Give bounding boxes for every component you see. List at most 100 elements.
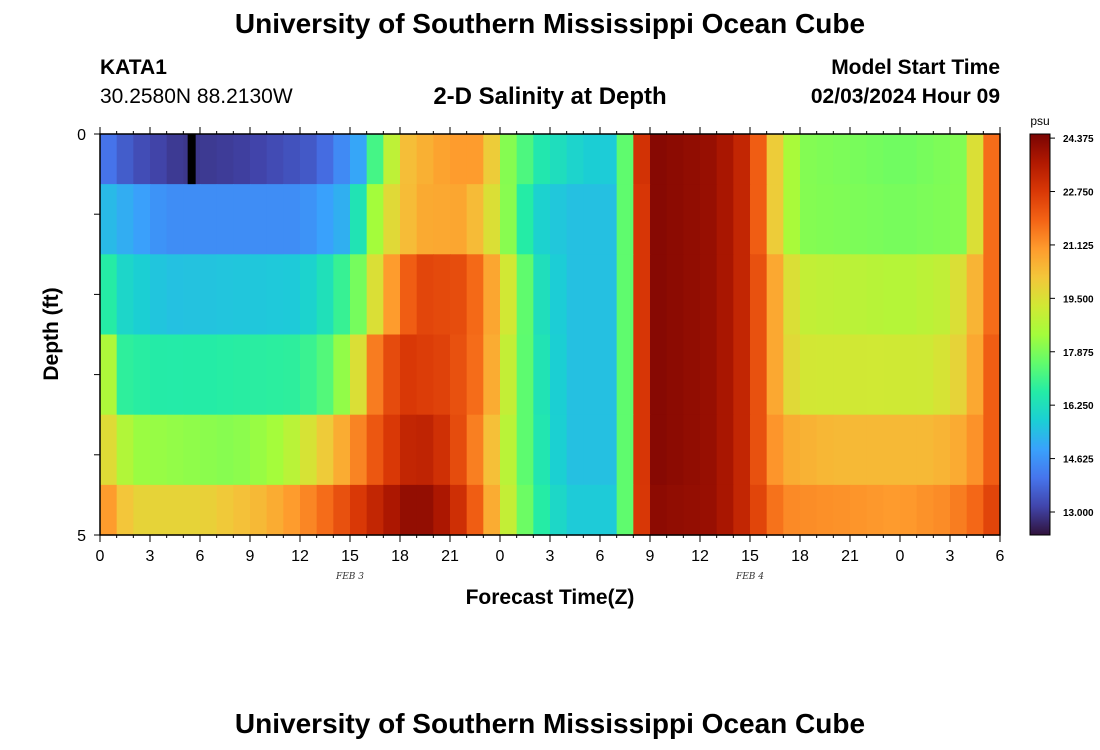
heatmap-cell <box>866 254 884 336</box>
heatmap-cell <box>250 334 268 416</box>
heatmap-cell <box>966 134 984 185</box>
heatmap-cell <box>916 414 934 486</box>
heatmap-cell <box>916 134 934 185</box>
heatmap-cell <box>533 254 551 336</box>
heatmap-cell <box>133 134 151 185</box>
heatmap-cell <box>200 334 218 416</box>
heatmap-cell <box>966 484 984 536</box>
heatmap-cell <box>850 134 868 185</box>
heatmap-cell <box>933 254 951 336</box>
heatmap-cell <box>300 184 318 255</box>
heatmap-cell <box>216 334 234 416</box>
heatmap-cell <box>983 254 1001 336</box>
heatmap-cell <box>400 334 418 416</box>
heatmap-cell <box>383 484 401 536</box>
x-tick-label: 0 <box>96 548 105 565</box>
heatmap-cell <box>716 484 734 536</box>
heatmap-cell <box>150 184 168 255</box>
heatmap-cell <box>366 254 384 336</box>
heatmap-cell <box>350 334 368 416</box>
heatmap-cell <box>650 184 668 255</box>
heatmap-cell <box>750 334 768 416</box>
heatmap-cells <box>100 134 1001 536</box>
colorbar: psu 24.375 22.750 21.125 19.500 17.875 16.250… <box>1029 114 1094 536</box>
heatmap-cell <box>616 184 634 255</box>
heatmap-cell <box>516 134 534 185</box>
heatmap-cell <box>850 334 868 416</box>
heatmap-cell <box>416 134 434 185</box>
x-tick-label: 6 <box>996 548 1005 565</box>
heatmap-cell <box>416 484 434 536</box>
heatmap-cell <box>633 184 651 255</box>
heatmap-cell <box>116 414 134 486</box>
x-tick-label: 15 <box>341 548 359 565</box>
heatmap-cell <box>900 134 918 185</box>
heatmap-cell <box>383 254 401 336</box>
heatmap-cell <box>116 334 134 416</box>
heatmap-cell <box>583 334 601 416</box>
heatmap-cell <box>100 414 118 486</box>
heatmap-cell <box>766 414 784 486</box>
heatmap-cell <box>616 254 634 336</box>
y-tick-label: 5 <box>77 528 86 545</box>
y-axis-label: Depth (ft) <box>40 287 63 380</box>
heatmap-cell <box>316 414 334 486</box>
heatmap-cell <box>100 484 118 536</box>
heatmap-cell <box>816 254 834 336</box>
heatmap-cell <box>233 334 251 416</box>
heatmap-cell <box>316 184 334 255</box>
heatmap-cell <box>200 254 218 336</box>
heatmap-cell <box>600 414 618 486</box>
heatmap-cell <box>583 484 601 536</box>
station-coordinates: 30.2580N 88.2130W <box>100 85 293 108</box>
heatmap-cell <box>450 484 468 536</box>
heatmap-cell <box>133 484 151 536</box>
heatmap-cell <box>650 414 668 486</box>
heatmap-cell <box>733 414 751 486</box>
heatmap-cell <box>700 484 718 536</box>
heatmap-cell <box>316 334 334 416</box>
heatmap-cell <box>850 414 868 486</box>
heatmap-cell <box>450 414 468 486</box>
heatmap-cell <box>216 254 234 336</box>
x-tick-label: 12 <box>691 548 709 565</box>
heatmap-cell <box>500 254 518 336</box>
x-date-label: FEB 4 <box>735 572 764 582</box>
heatmap-cell <box>383 134 401 185</box>
heatmap-cell <box>533 134 551 185</box>
heatmap-cell <box>566 134 584 185</box>
heatmap-cell <box>233 134 251 185</box>
heatmap-cell <box>783 134 801 185</box>
heatmap-cell <box>300 484 318 536</box>
heatmap-cell <box>400 184 418 255</box>
heatmap-cell <box>133 184 151 255</box>
heatmap-cell <box>600 254 618 336</box>
heatmap-cell <box>566 484 584 536</box>
heatmap-cell <box>400 254 418 336</box>
heatmap-cell <box>483 254 501 336</box>
heatmap-cell <box>433 414 451 486</box>
heatmap-cell <box>766 184 784 255</box>
heatmap-cell <box>550 334 568 416</box>
heatmap-cell <box>866 184 884 255</box>
heatmap-cell <box>516 184 534 255</box>
heatmap-cell <box>600 334 618 416</box>
heatmap-cell <box>450 184 468 255</box>
heatmap-cell <box>216 484 234 536</box>
heatmap-cell <box>650 334 668 416</box>
heatmap-cell <box>916 484 934 536</box>
heatmap-cell <box>566 334 584 416</box>
heatmap-cell <box>316 254 334 336</box>
heatmap-cell <box>333 334 351 416</box>
heatmap-cell <box>200 414 218 486</box>
colorbar-tick-label: 24.375 <box>1063 134 1094 145</box>
heatmap-cell <box>266 484 284 536</box>
x-tick-label: 3 <box>146 548 155 565</box>
heatmap-cell <box>750 184 768 255</box>
heatmap-cell <box>233 414 251 486</box>
heatmap-cell <box>516 334 534 416</box>
heatmap-cell <box>900 184 918 255</box>
heatmap-cell <box>950 134 968 185</box>
heatmap-cell <box>583 134 601 185</box>
chart-subtitle: 2-D Salinity at Depth <box>433 83 667 110</box>
